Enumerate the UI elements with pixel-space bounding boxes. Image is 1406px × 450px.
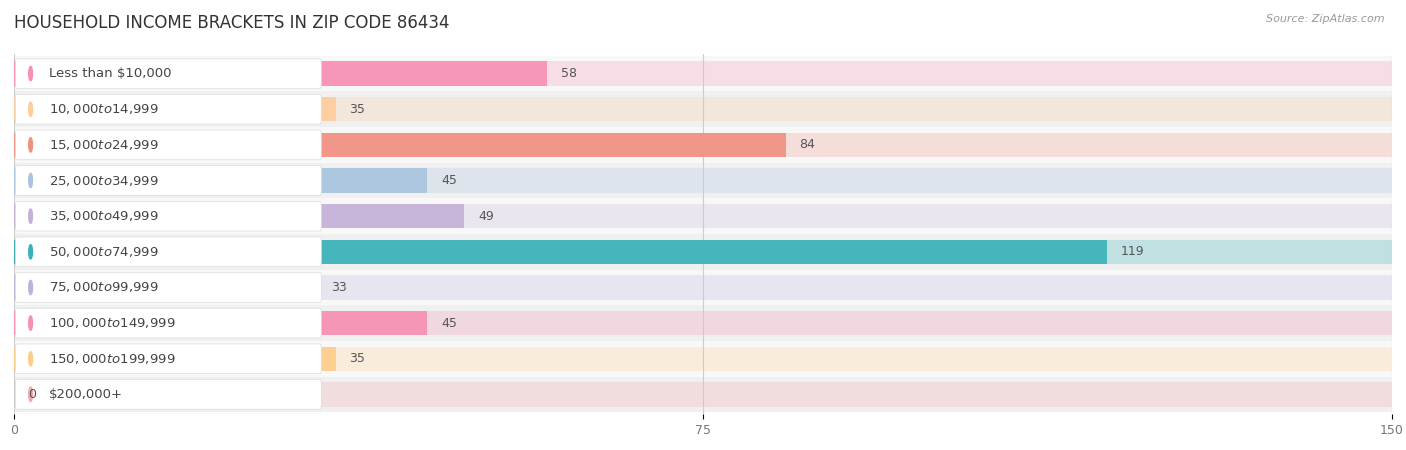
Text: 119: 119 <box>1121 245 1144 258</box>
Text: $100,000 to $149,999: $100,000 to $149,999 <box>49 316 176 330</box>
FancyBboxPatch shape <box>15 166 322 195</box>
Bar <box>14 97 336 122</box>
Bar <box>14 346 1392 371</box>
FancyBboxPatch shape <box>14 341 1392 377</box>
Text: Source: ZipAtlas.com: Source: ZipAtlas.com <box>1267 14 1385 23</box>
FancyBboxPatch shape <box>15 380 322 409</box>
Text: $75,000 to $99,999: $75,000 to $99,999 <box>49 280 159 294</box>
Text: 33: 33 <box>330 281 347 294</box>
Circle shape <box>28 102 32 117</box>
Bar <box>14 204 464 228</box>
Text: HOUSEHOLD INCOME BRACKETS IN ZIP CODE 86434: HOUSEHOLD INCOME BRACKETS IN ZIP CODE 86… <box>14 14 450 32</box>
Text: 49: 49 <box>478 210 494 223</box>
Bar <box>14 62 1392 86</box>
FancyBboxPatch shape <box>15 273 322 302</box>
Circle shape <box>28 245 32 259</box>
Text: $25,000 to $34,999: $25,000 to $34,999 <box>49 174 159 188</box>
Bar <box>14 311 1392 335</box>
Bar <box>14 133 1392 157</box>
FancyBboxPatch shape <box>15 308 322 338</box>
FancyBboxPatch shape <box>14 198 1392 234</box>
Bar <box>14 382 1392 406</box>
Bar <box>14 62 547 86</box>
Circle shape <box>28 138 32 152</box>
FancyBboxPatch shape <box>14 163 1392 198</box>
Circle shape <box>28 67 32 81</box>
Circle shape <box>28 209 32 223</box>
Circle shape <box>28 280 32 295</box>
Circle shape <box>28 316 32 330</box>
Text: $10,000 to $14,999: $10,000 to $14,999 <box>49 102 159 116</box>
Text: Less than $10,000: Less than $10,000 <box>49 67 172 80</box>
FancyBboxPatch shape <box>15 344 322 374</box>
Bar <box>14 275 1392 300</box>
FancyBboxPatch shape <box>14 234 1392 270</box>
Text: $15,000 to $24,999: $15,000 to $24,999 <box>49 138 159 152</box>
FancyBboxPatch shape <box>14 270 1392 305</box>
Text: 35: 35 <box>349 352 366 365</box>
FancyBboxPatch shape <box>14 377 1392 412</box>
Text: 0: 0 <box>28 388 35 401</box>
Bar <box>14 311 427 335</box>
Bar <box>14 133 786 157</box>
Text: 35: 35 <box>349 103 366 116</box>
Text: $50,000 to $74,999: $50,000 to $74,999 <box>49 245 159 259</box>
Circle shape <box>28 387 32 401</box>
Text: $150,000 to $199,999: $150,000 to $199,999 <box>49 352 176 366</box>
FancyBboxPatch shape <box>15 59 322 88</box>
FancyBboxPatch shape <box>14 127 1392 163</box>
Bar <box>14 97 1392 122</box>
Text: 58: 58 <box>561 67 576 80</box>
Bar <box>14 168 1392 193</box>
Bar <box>14 204 1392 228</box>
Text: 45: 45 <box>441 317 457 329</box>
Text: $35,000 to $49,999: $35,000 to $49,999 <box>49 209 159 223</box>
FancyBboxPatch shape <box>15 94 322 124</box>
FancyBboxPatch shape <box>15 202 322 231</box>
FancyBboxPatch shape <box>14 305 1392 341</box>
Text: 45: 45 <box>441 174 457 187</box>
Bar <box>14 240 1392 264</box>
FancyBboxPatch shape <box>15 237 322 266</box>
Text: $200,000+: $200,000+ <box>49 388 122 401</box>
Bar <box>14 240 1107 264</box>
Bar <box>14 275 318 300</box>
FancyBboxPatch shape <box>14 56 1392 91</box>
Circle shape <box>28 173 32 188</box>
Bar <box>14 168 427 193</box>
FancyBboxPatch shape <box>14 91 1392 127</box>
FancyBboxPatch shape <box>15 130 322 160</box>
Bar <box>14 346 336 371</box>
Text: 84: 84 <box>800 139 815 151</box>
Circle shape <box>28 351 32 366</box>
